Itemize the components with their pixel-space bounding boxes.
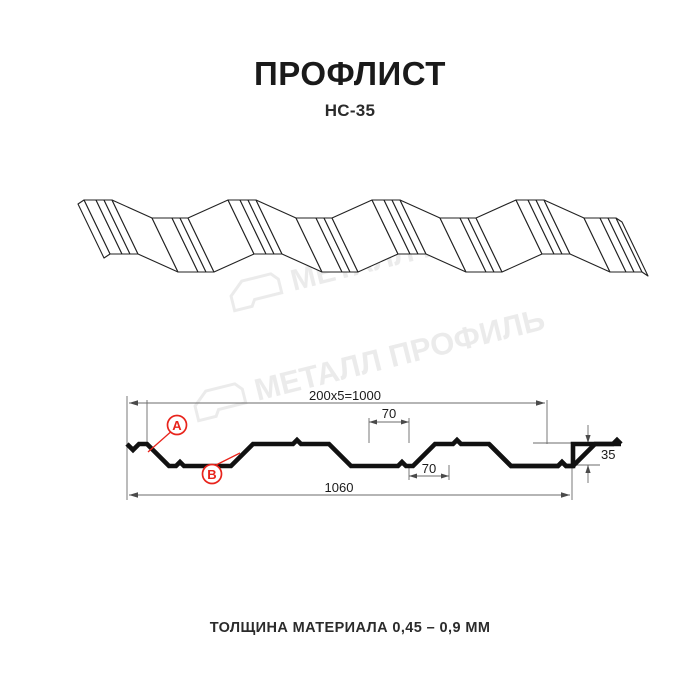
profile-cross-section-right-tail (487, 441, 621, 469)
watermark-text: МЕТАЛЛ ПРОФИЛЬ (251, 302, 548, 408)
corrugation-repeat-1 (83, 199, 255, 273)
watermark-logo-icon (193, 382, 248, 423)
dimension-height-label: 35 (601, 447, 615, 462)
product-code-subtitle: НС-35 (324, 101, 376, 120)
callout-a-leader-line (147, 428, 175, 453)
corrugation-repeat-4 (515, 199, 643, 273)
callout-b-label: B (207, 467, 216, 482)
isometric-geometry (77, 199, 649, 277)
material-thickness-note: ТОЛЩИНА МАТЕРИАЛА 0,45 – 0,9 ММ (209, 620, 491, 636)
dimension-lines (126, 396, 600, 500)
callout-a[interactable]: A (147, 414, 188, 453)
left-edge-thickness (77, 199, 111, 259)
dimension-arrowheads (129, 400, 591, 498)
corrugation-repeat-3 (371, 199, 543, 273)
right-edge-thickness (615, 217, 649, 277)
dimension-crest-width-label: 70 (382, 406, 396, 421)
dimension-total-width-label: 1060 (325, 480, 354, 495)
callout-a-label: A (172, 418, 182, 433)
callout-b-circle (201, 463, 223, 485)
page-title: ПРОФЛИСТ (254, 55, 446, 92)
watermark-logo-icon (229, 272, 284, 313)
dimension-pitch-total-label: 200x5=1000 (309, 388, 381, 403)
watermark-lower: МЕТАЛЛ ПРОФИЛЬ (193, 302, 548, 423)
callout-b[interactable]: B (201, 452, 241, 485)
callout-a-circle (166, 414, 188, 436)
corrugation-repeat-2 (227, 199, 399, 273)
dimension-valley-width-label: 70 (422, 461, 436, 476)
